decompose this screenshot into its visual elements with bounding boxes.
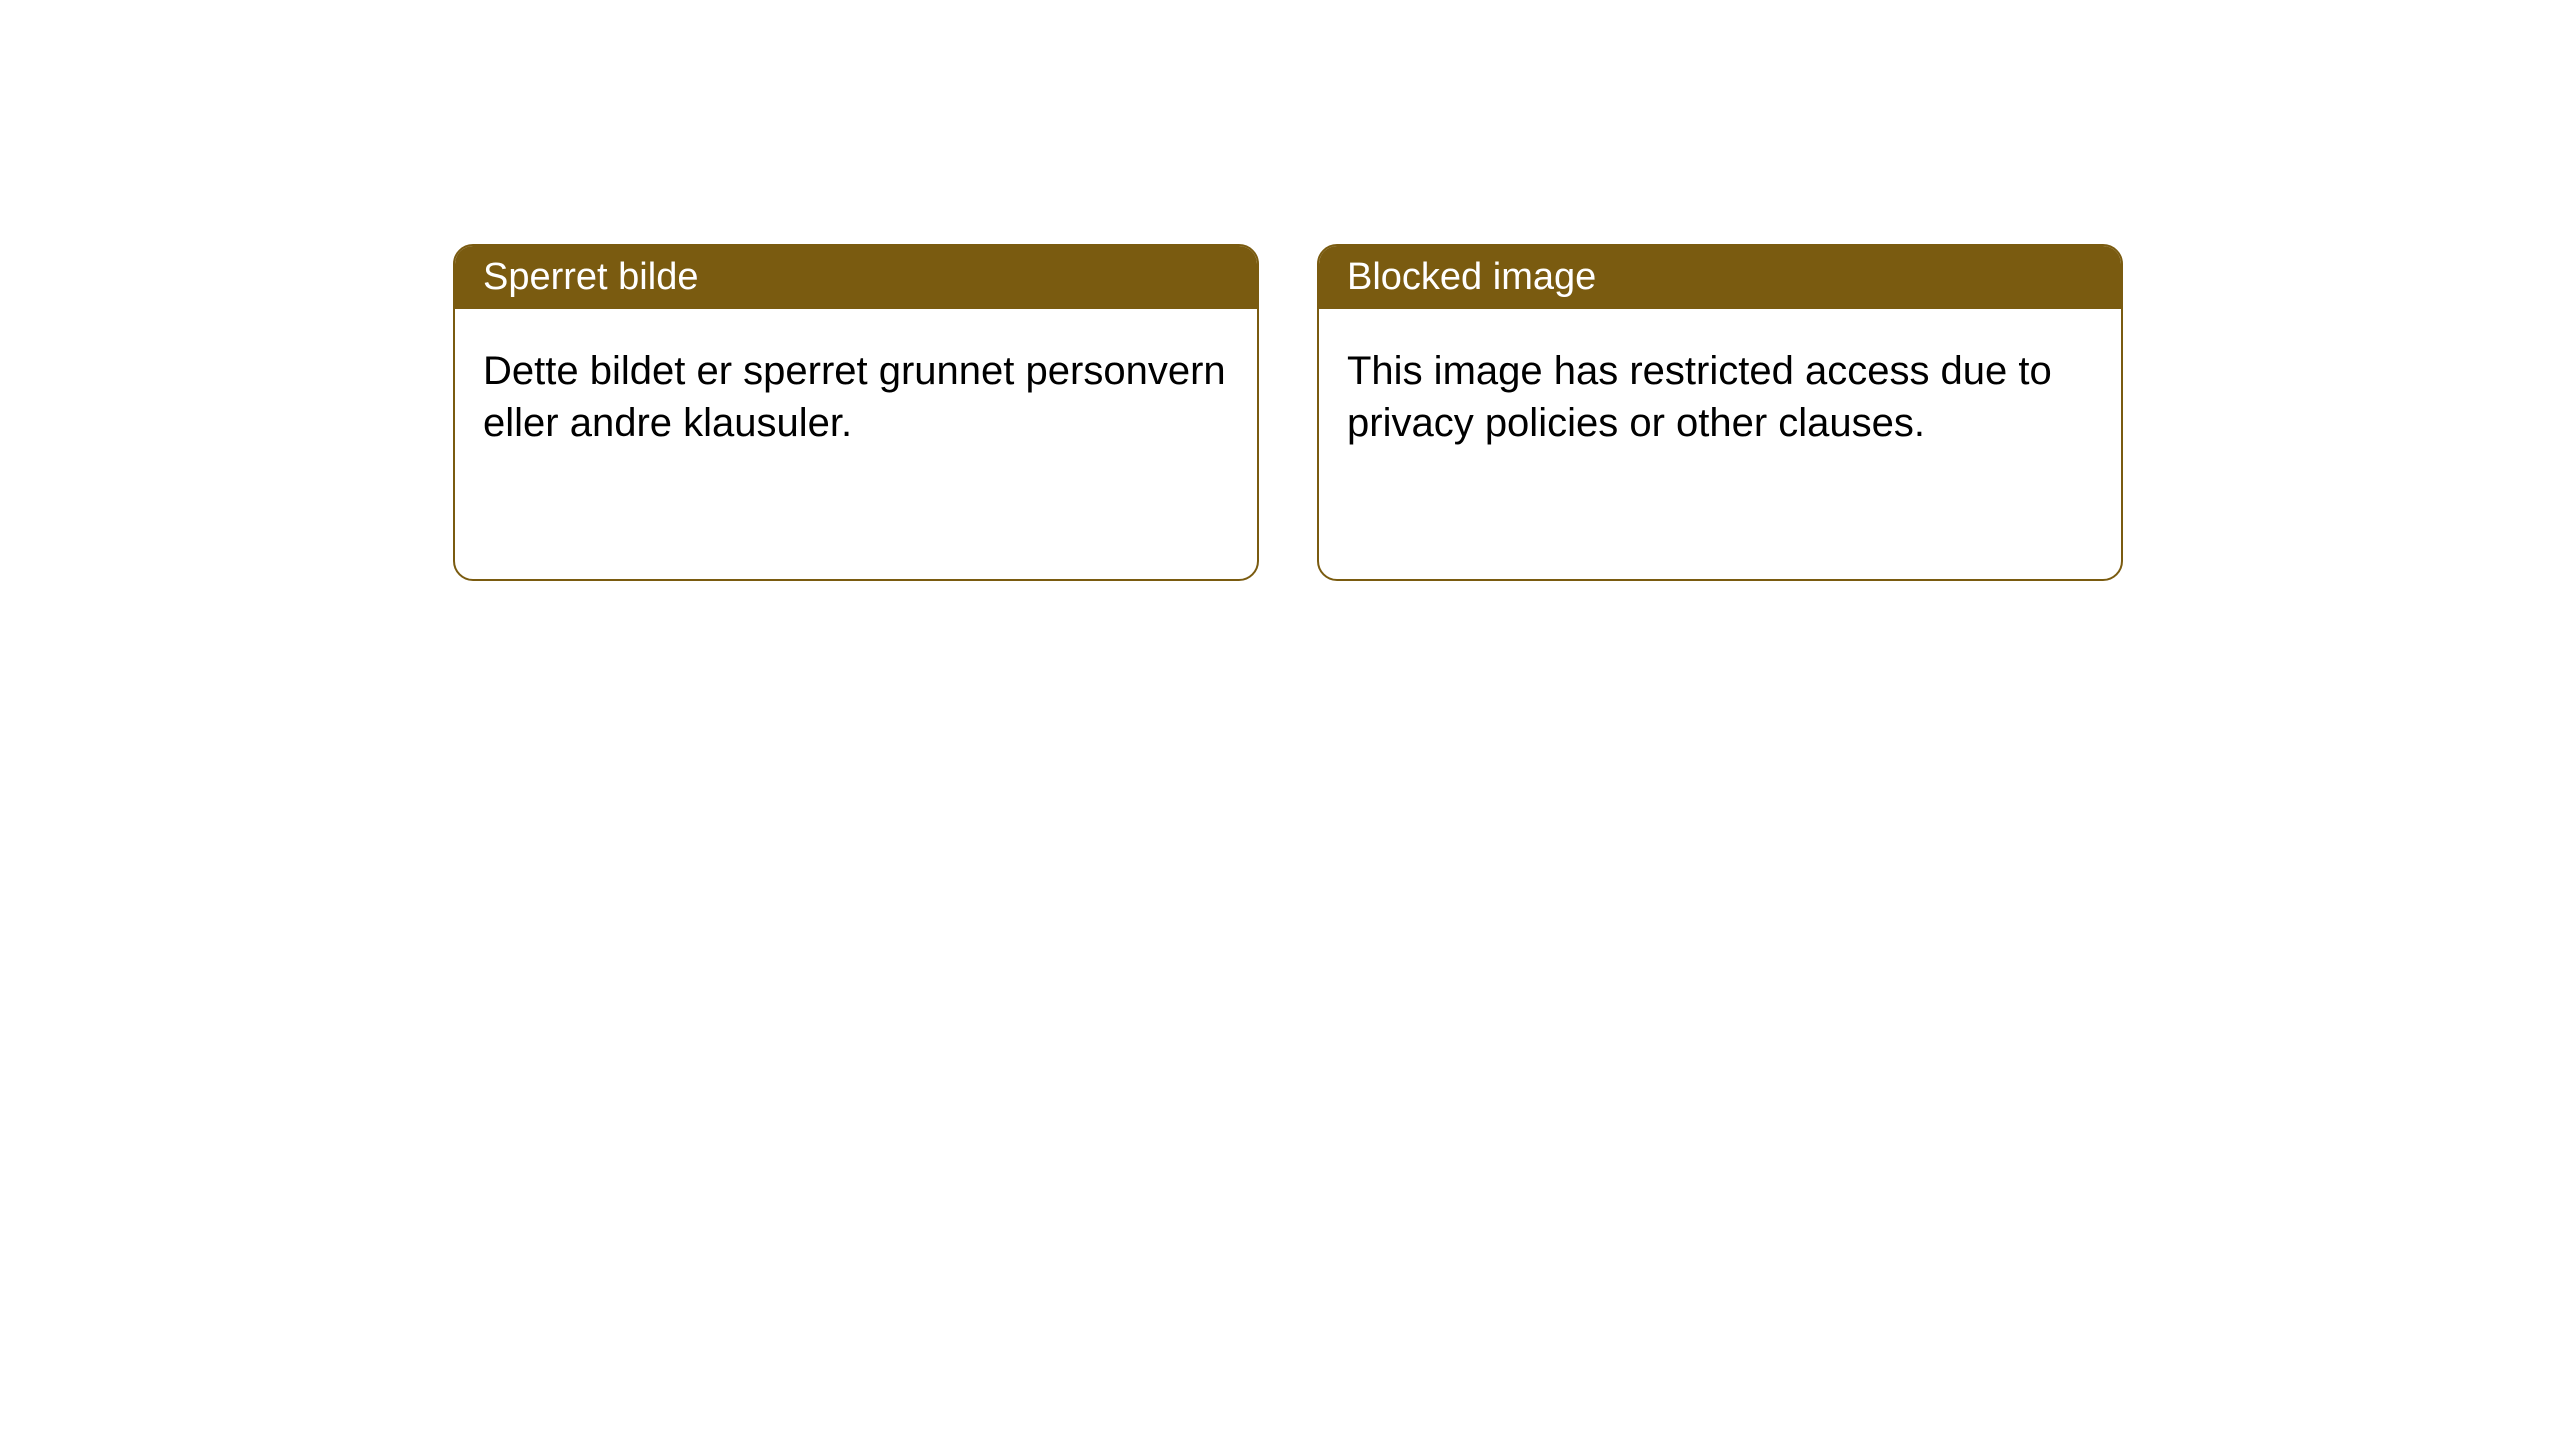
notice-card-norwegian: Sperret bilde Dette bildet er sperret gr…: [453, 244, 1259, 581]
notice-body: Dette bildet er sperret grunnet personve…: [455, 309, 1257, 485]
notice-title: Blocked image: [1347, 256, 1596, 298]
notice-card-english: Blocked image This image has restricted …: [1317, 244, 2123, 581]
notice-container: Sperret bilde Dette bildet er sperret gr…: [0, 0, 2560, 581]
notice-header: Sperret bilde: [455, 246, 1257, 309]
notice-message: This image has restricted access due to …: [1347, 349, 2052, 445]
notice-header: Blocked image: [1319, 246, 2121, 309]
notice-body: This image has restricted access due to …: [1319, 309, 2121, 485]
notice-message: Dette bildet er sperret grunnet personve…: [483, 349, 1226, 445]
notice-title: Sperret bilde: [483, 256, 698, 298]
